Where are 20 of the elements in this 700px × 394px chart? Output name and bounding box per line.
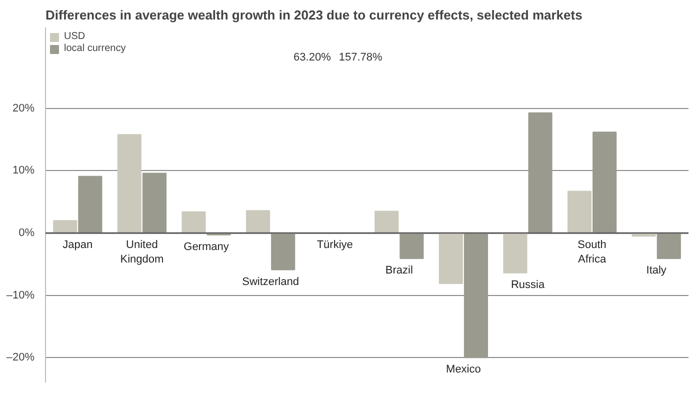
- annotation: 63.20%: [294, 52, 332, 64]
- chart-title: Differences in average wealth growth in 2023 due to currency effects, selected markets: [46, 8, 582, 22]
- y-tick-label: –10%: [6, 289, 35, 302]
- x-tick-label: United Kingdom: [120, 239, 164, 266]
- y-tick-label: –20%: [6, 352, 35, 364]
- annotation: 157.78%: [338, 52, 382, 64]
- x-tick-label: Switzerland: [242, 276, 299, 288]
- x-tick-label: Japan: [62, 239, 93, 252]
- x-tick-label: Germany: [184, 240, 230, 253]
- x-tick-label: Brazil: [385, 264, 413, 277]
- x-tick-label: South Africa: [578, 239, 607, 266]
- y-tick-label: 10%: [12, 164, 35, 177]
- y-tick-label: 0%: [18, 227, 35, 240]
- y-tick-label: 20%: [12, 102, 35, 114]
- x-tick-label: Mexico: [446, 364, 481, 376]
- x-tick-label: Türkiye: [316, 239, 353, 252]
- x-tick-label: Italy: [646, 264, 667, 277]
- legend-label: local currency: [64, 43, 126, 54]
- legend-label: USD: [64, 31, 86, 42]
- x-tick-label: Russia: [510, 278, 546, 291]
